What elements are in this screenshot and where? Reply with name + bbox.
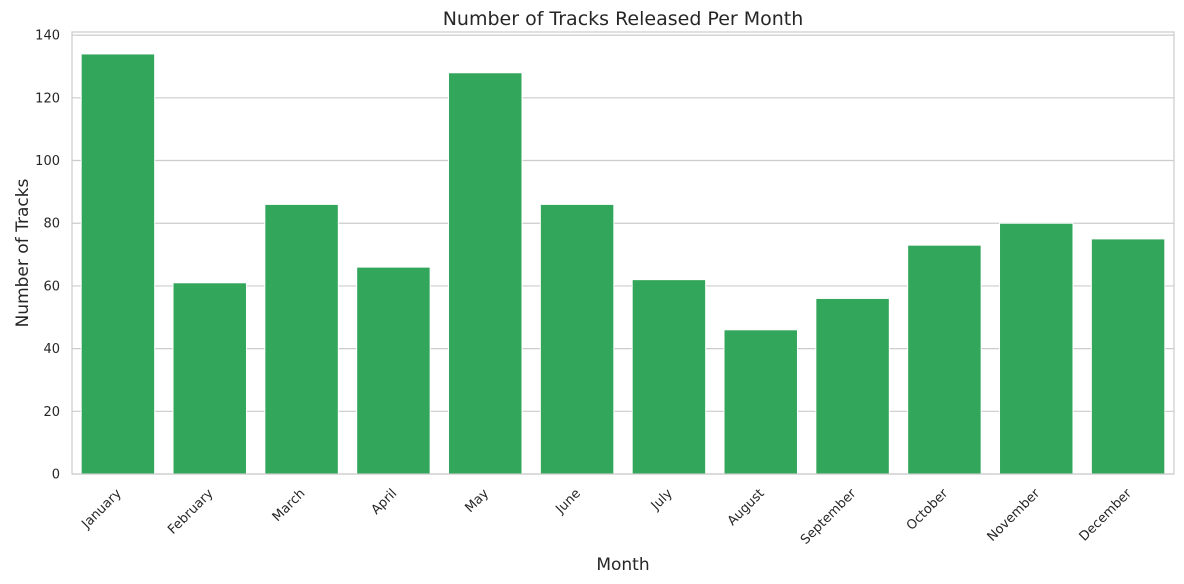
- bar-february: [172, 282, 247, 475]
- bar-may: [448, 72, 523, 475]
- bar-august: [723, 329, 798, 475]
- bar-july: [631, 279, 707, 475]
- x-tick-label: January: [79, 486, 125, 532]
- x-tick-label: May: [462, 486, 492, 516]
- x-tick-labels: January February March April May June July Augu…: [79, 486, 1136, 548]
- y-tick-label: 140: [35, 29, 60, 44]
- x-tick-label: December: [1077, 486, 1136, 545]
- bar-march: [264, 203, 339, 475]
- y-tick-label: 40: [43, 342, 60, 357]
- y-axis-label: Number of Tracks: [13, 178, 33, 327]
- x-tick-label: March: [270, 486, 309, 525]
- plot-frame: [71, 31, 1175, 475]
- y-tick-label: 100: [35, 154, 60, 169]
- bar-october: [907, 244, 982, 475]
- gridlines: [72, 34, 1174, 475]
- bar-september: [815, 297, 890, 475]
- y-tick-label: 80: [43, 217, 60, 232]
- y-tick-label: 0: [52, 468, 60, 483]
- y-tick-label: 120: [35, 91, 60, 106]
- bar-january: [80, 53, 156, 475]
- bar-december: [1090, 238, 1166, 475]
- x-tick-label: April: [369, 486, 401, 518]
- x-tick-label: July: [648, 486, 676, 514]
- x-axis-label: Month: [596, 555, 649, 575]
- y-tick-label: 20: [43, 405, 60, 420]
- bar-november: [999, 222, 1074, 475]
- x-tick-label: October: [904, 486, 952, 534]
- bars: [80, 53, 1166, 475]
- x-tick-label: November: [985, 486, 1044, 545]
- bar-april: [356, 266, 431, 475]
- bar-june: [539, 203, 615, 475]
- y-tick-labels: 0 20 40 60 80 100 120 140: [35, 29, 60, 483]
- x-tick-label: September: [798, 486, 860, 548]
- y-tick-label: 60: [43, 279, 60, 294]
- x-tick-label: June: [553, 486, 584, 517]
- x-tick-label: August: [725, 486, 768, 529]
- chart-title: Number of Tracks Released Per Month: [443, 8, 804, 30]
- x-tick-label: February: [165, 486, 217, 538]
